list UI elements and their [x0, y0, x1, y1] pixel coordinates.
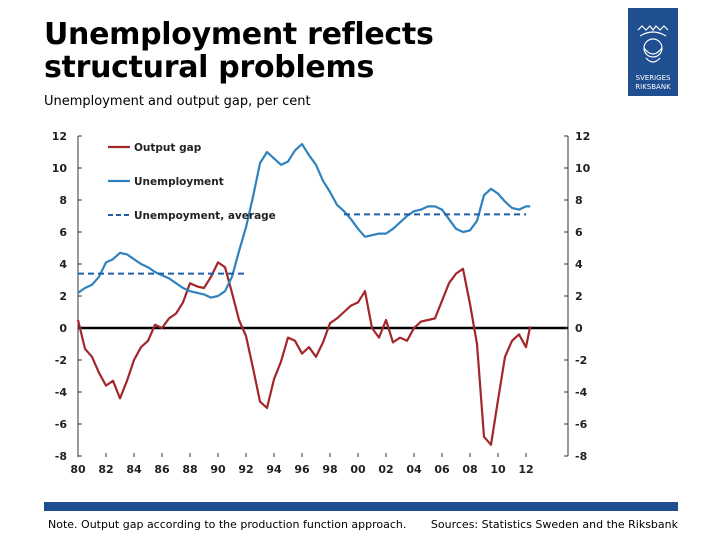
chart-note: Note. Output gap according to the produc…	[48, 518, 407, 531]
x-tick-label: 06	[434, 463, 450, 476]
y-tick-label-left: 6	[59, 226, 67, 239]
x-tick-label: 90	[210, 463, 226, 476]
y-tick-label-right: 6	[575, 226, 583, 239]
x-tick-label: 04	[406, 463, 422, 476]
footer-bar	[44, 502, 678, 511]
x-tick-label: 80	[70, 463, 86, 476]
x-tick-label: 86	[154, 463, 170, 476]
y-tick-label-right: 0	[575, 322, 583, 335]
y-tick-label-right: -6	[575, 418, 588, 431]
x-tick-label: 84	[126, 463, 142, 476]
series-line-output-gap	[76, 261, 532, 446]
logo-text-line-1: SVERIGES	[636, 74, 671, 82]
y-tick-label-left: 0	[59, 322, 67, 335]
y-tick-label-left: 10	[52, 162, 68, 175]
y-tick-label-left: -8	[55, 450, 67, 463]
y-tick-label-left: -2	[55, 354, 67, 367]
series-lines	[76, 142, 532, 446]
legend-label-output-gap: Output gap	[134, 142, 202, 154]
x-tick-label: 98	[322, 463, 337, 476]
x-tick-label: 02	[378, 463, 393, 476]
y-tick-label-right: 2	[575, 290, 583, 303]
y-tick-label-left: -6	[55, 418, 68, 431]
logo-text-line-2: RIKSBANK	[635, 83, 671, 91]
x-tick-label: 92	[238, 463, 253, 476]
y-tick-label-right: -4	[575, 386, 588, 399]
y-tick-label-left: -4	[55, 386, 68, 399]
y-tick-label-right: 10	[575, 162, 591, 175]
riksbank-logo: SVERIGES RIKSBANK	[628, 8, 678, 96]
y-tick-label-left: 12	[52, 130, 67, 143]
x-tick-label: 08	[462, 463, 477, 476]
x-tick-label: 94	[266, 463, 282, 476]
x-tick-label: 88	[182, 463, 197, 476]
y-tick-label-left: 4	[59, 258, 67, 271]
legend: Output gap Unemployment Unempoyment, ave…	[108, 142, 276, 222]
y-tick-label-right: 12	[575, 130, 590, 143]
y-tick-label-right: -8	[575, 450, 587, 463]
chart-subtitle: Unemployment and output gap, per cent	[44, 94, 311, 109]
y-tick-label-right: 8	[575, 194, 583, 207]
y-tick-label-right: 4	[575, 258, 583, 271]
y-tick-label-left: 2	[59, 290, 67, 303]
series-line-unemployment	[77, 142, 531, 299]
legend-label-unemployment: Unemployment	[134, 176, 224, 188]
x-tick-label: 12	[518, 463, 533, 476]
x-tick-label: 82	[98, 463, 113, 476]
y-tick-label-right: -2	[575, 354, 587, 367]
x-tick-label: 96	[294, 463, 310, 476]
x-tick-label: 00	[350, 463, 366, 476]
slide-title: Unemployment reflects structural problem…	[44, 17, 434, 85]
chart-sources: Sources: Statistics Sweden and the Riksb…	[430, 518, 678, 531]
legend-label-average: Unempoyment, average	[134, 210, 276, 222]
x-tick-label: 10	[490, 463, 506, 476]
y-tick-label-left: 8	[59, 194, 67, 207]
